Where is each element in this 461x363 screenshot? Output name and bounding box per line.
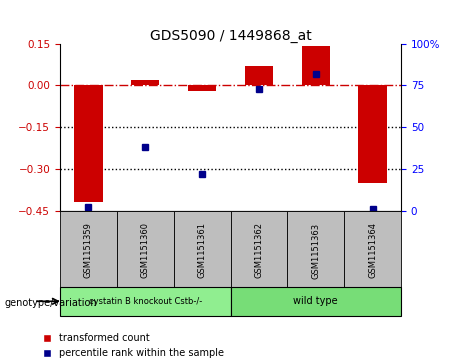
- Bar: [131, 80, 160, 85]
- Text: cystatin B knockout Cstb-/-: cystatin B knockout Cstb-/-: [89, 297, 202, 306]
- Text: GSM1151363: GSM1151363: [311, 223, 320, 278]
- Bar: [344, 211, 401, 290]
- Bar: [358, 85, 387, 183]
- Bar: [245, 66, 273, 85]
- Text: genotype/variation: genotype/variation: [5, 298, 97, 308]
- Bar: [230, 287, 401, 316]
- Bar: [60, 211, 117, 290]
- Bar: [117, 211, 174, 290]
- Bar: [60, 287, 230, 316]
- Legend: transformed count, percentile rank within the sample: transformed count, percentile rank withi…: [42, 333, 224, 358]
- Text: GSM1151362: GSM1151362: [254, 223, 263, 278]
- Text: GSM1151364: GSM1151364: [368, 223, 377, 278]
- Bar: [287, 211, 344, 290]
- Text: GSM1151359: GSM1151359: [84, 223, 93, 278]
- Bar: [188, 85, 216, 91]
- Title: GDS5090 / 1449868_at: GDS5090 / 1449868_at: [150, 29, 311, 42]
- Text: GSM1151360: GSM1151360: [141, 223, 150, 278]
- Bar: [230, 211, 287, 290]
- Bar: [74, 85, 102, 202]
- Text: GSM1151361: GSM1151361: [198, 223, 207, 278]
- Bar: [174, 211, 230, 290]
- Text: wild type: wild type: [294, 296, 338, 306]
- Bar: [301, 46, 330, 85]
